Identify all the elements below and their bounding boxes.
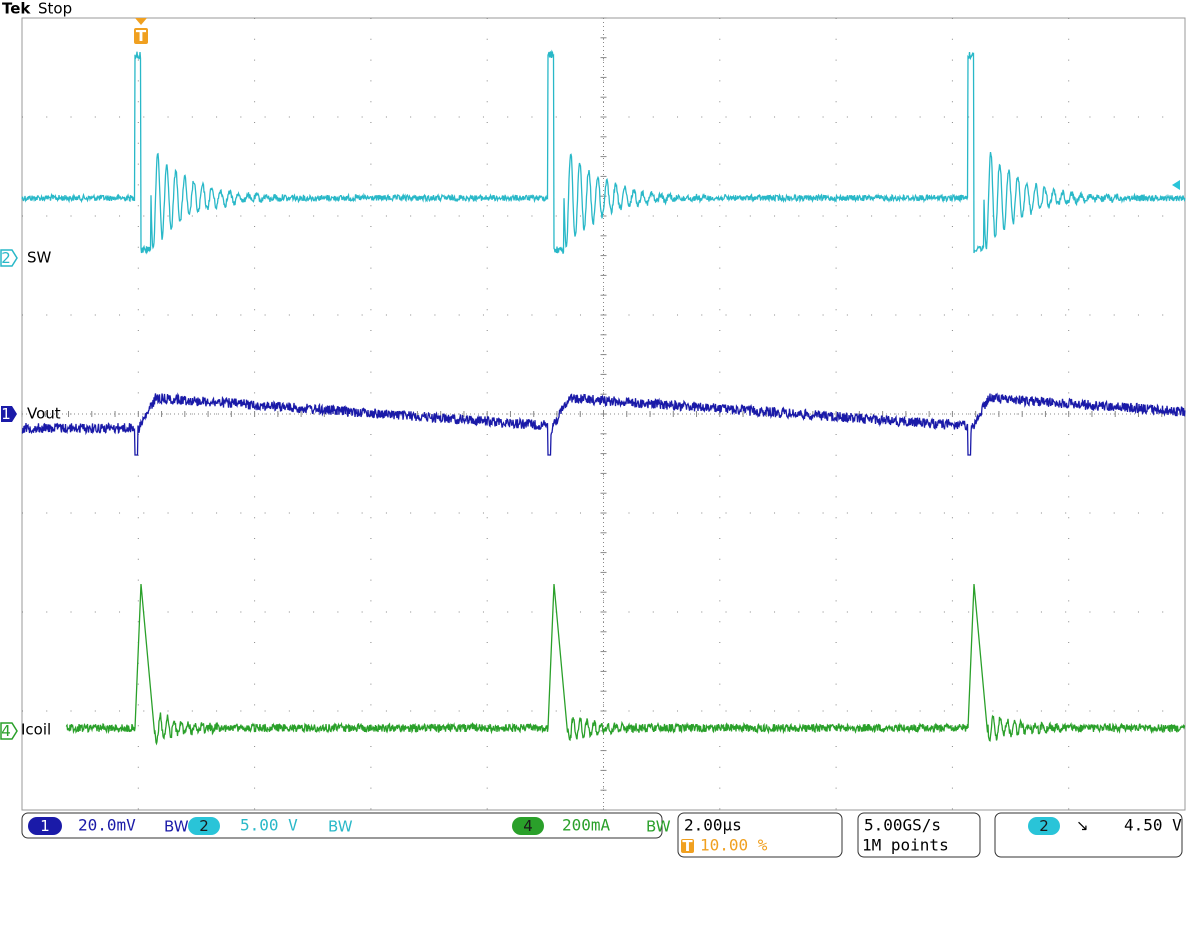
trigger-source: 2 [1039,817,1049,835]
ch2-scale: 5.00 V [240,816,298,835]
trigger-box [134,28,148,44]
acquisition-box [857,812,981,858]
ch4-bw: BW [646,818,671,836]
ch2-label: SW [27,249,52,267]
ch1-label: Vout [27,405,61,423]
sample-rate: 5.00GS/s [864,816,941,835]
waveforms [21,49,1186,746]
trigger-marker: T [136,27,147,45]
ch4-scale: 200mA [562,816,611,835]
trigger-level: 4.50 V [1124,816,1182,835]
ch4-badge-number: 4 [523,817,533,835]
trigger-pos-icon: T [682,837,693,855]
trigger-arrow [135,18,147,25]
ch1-number: 1 [1,405,11,423]
ch4-label: Icoil [21,721,51,739]
channel-box [21,812,663,839]
ch2-badge-number: 2 [199,817,209,835]
acq-status: Stop [38,0,72,18]
brand: Tek [2,0,31,18]
ch1-badge [28,817,62,835]
sw-trace [21,49,1186,255]
ch1-scale: 20.0mV [78,816,136,835]
ch4-badge [512,817,544,835]
trigger-slope: ↘ [1076,817,1089,835]
ch1-bw: BW [164,818,189,836]
ch2-number: 2 [1,249,11,267]
trigger-pos-icon-box [681,839,694,853]
trigger-source-badge [1028,817,1060,835]
ch1-badge-number: 1 [40,817,50,835]
status-bar: 1 20.0mV BW 2 5.00 V BW 4 200mA BW 2.00µ… [21,812,1183,858]
ch1-marker [1,406,17,422]
timebase-scale: 2.00µs [684,816,742,835]
ch2-marker [0,249,18,267]
ch2-bw: BW [328,818,353,836]
trigger-position: 10.00 % [700,836,768,855]
ch2-badge [188,817,220,835]
ch4-marker [0,722,18,740]
icoil-trace [65,583,1186,746]
level-arrow [1172,180,1180,190]
vout-trace [21,392,1186,456]
timebase-box [677,812,843,858]
ch4-number: 4 [1,722,11,740]
graticule [21,17,1186,811]
record-length: 1M points [862,836,949,855]
